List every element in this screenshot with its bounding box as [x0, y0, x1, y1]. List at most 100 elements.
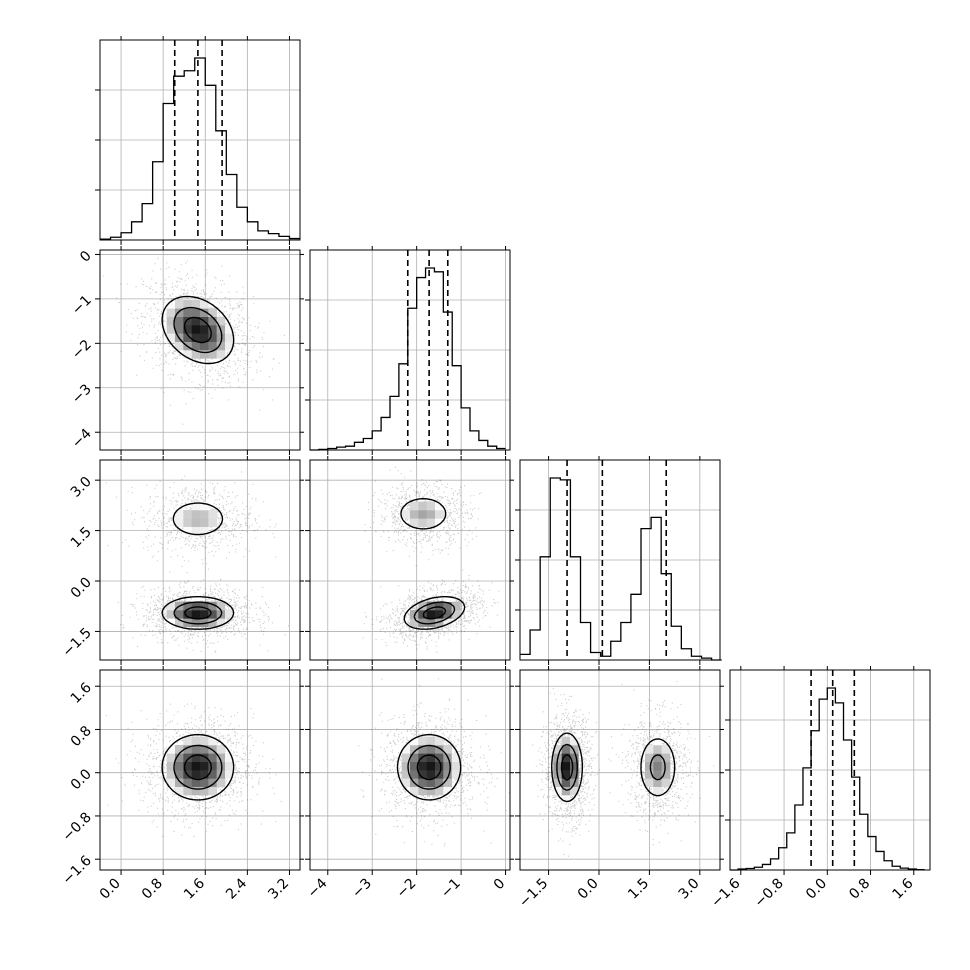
- density-cell: [183, 518, 192, 527]
- density-cell: [435, 761, 444, 771]
- density-cell: [175, 518, 184, 527]
- joint-panel-3-2: −1.5 0.0 1.5 3.0: [515, 666, 724, 911]
- density-cell: [410, 510, 419, 519]
- contour-level-2: [416, 754, 442, 781]
- density-cell: [208, 350, 217, 359]
- contour-level-1: [173, 601, 223, 625]
- density-cell: [208, 618, 217, 627]
- density-cell: [410, 618, 419, 627]
- contour-level-2: [183, 606, 212, 620]
- density-cell: [208, 761, 217, 771]
- density-cell: [661, 778, 671, 787]
- y-tick-label: 0: [77, 248, 95, 266]
- density-cell: [401, 761, 411, 771]
- x-tick-label: −0.8: [752, 876, 787, 911]
- density-cell: [175, 778, 184, 787]
- x-tick-label: −1.5: [516, 876, 551, 911]
- density-cell: [561, 795, 571, 804]
- y-tick-label: 1.5: [68, 524, 95, 551]
- density-cell: [191, 341, 201, 351]
- density-cell: [418, 736, 427, 746]
- y-tick-label: 3.0: [68, 474, 95, 501]
- density-cell: [443, 745, 452, 754]
- density-cell: [653, 745, 662, 754]
- density-cell: [435, 778, 444, 787]
- x-tick-label: 2.4: [223, 875, 250, 902]
- density-cell: [570, 745, 579, 754]
- density-cell: [570, 761, 579, 771]
- density-cell: [443, 593, 452, 602]
- density-cell: [175, 753, 184, 762]
- contour-level-2: [183, 316, 212, 344]
- density-cell: [191, 618, 201, 627]
- y-tick-label: −1: [69, 292, 95, 318]
- density-cell: [410, 745, 419, 754]
- joint-plot-area: [105, 471, 289, 653]
- density-cell: [418, 770, 427, 779]
- density-cell: [225, 610, 234, 619]
- axes-frame: [99, 459, 301, 661]
- y-tick-label: 0.8: [68, 723, 95, 750]
- density-cell: [208, 601, 217, 611]
- density-cell: [175, 761, 184, 771]
- density-cell: [451, 601, 461, 611]
- density-cell: [443, 770, 452, 779]
- contour-level-2: [560, 753, 574, 781]
- density-cell: [191, 526, 201, 536]
- density-cell: [216, 745, 226, 754]
- density-cell: [175, 316, 184, 326]
- density-cell: [451, 610, 461, 619]
- density-cell: [443, 778, 452, 787]
- y-tick-label: 0.0: [68, 575, 95, 602]
- density-cell: [191, 761, 201, 771]
- density-cell: [191, 786, 201, 796]
- density-cell: [208, 778, 217, 787]
- density-cell: [166, 753, 176, 762]
- joint-plot-area: [358, 678, 510, 847]
- x-tick-label: 0.0: [97, 876, 124, 903]
- y-tick-label: 1.6: [68, 680, 95, 707]
- density-cell: [451, 753, 461, 762]
- density-cell: [410, 501, 419, 511]
- y-tick-label: −0.8: [59, 809, 94, 844]
- density-cell: [191, 753, 201, 762]
- contour-level-0: [396, 733, 462, 801]
- density-cell: [175, 618, 184, 627]
- density-cell: [561, 736, 571, 746]
- density-cell: [653, 753, 662, 762]
- density-cell: [175, 610, 184, 619]
- joint-plot-area: [532, 681, 715, 857]
- density-cell: [443, 618, 452, 627]
- x-tick-label: −4: [305, 875, 331, 901]
- density-cell: [208, 333, 217, 342]
- density-cell: [183, 308, 192, 317]
- density-cell: [191, 745, 201, 754]
- density-cell: [191, 778, 201, 787]
- contour-level-1: [173, 744, 223, 790]
- density-cell: [653, 786, 662, 796]
- contour-level-1: [556, 743, 666, 791]
- density-cell: [191, 350, 201, 359]
- density-cell: [561, 786, 571, 796]
- density-cell: [570, 736, 579, 746]
- density-cell: [183, 761, 192, 771]
- density-cell: [553, 761, 562, 771]
- density-cell: [426, 736, 436, 746]
- density-cell: [200, 350, 209, 359]
- axes-frame: [99, 249, 301, 451]
- density-cell: [175, 341, 184, 351]
- density-cell: [561, 761, 571, 771]
- x-tick-label: 0.8: [846, 876, 873, 903]
- density-cell: [418, 618, 427, 627]
- joint-panel-1-0: −4 −3 −2 −1 0: [69, 246, 304, 455]
- density-cell: [435, 501, 444, 511]
- density-cell: [183, 526, 192, 536]
- density-cell: [426, 510, 436, 519]
- density-cell: [561, 770, 571, 779]
- density-cell: [166, 316, 176, 326]
- contour-level-0: [551, 732, 676, 803]
- y-tick-label: −2: [69, 337, 95, 363]
- density-cell: [418, 601, 427, 611]
- density-cell: [183, 778, 192, 787]
- y-tick-label: −1.6: [59, 853, 94, 888]
